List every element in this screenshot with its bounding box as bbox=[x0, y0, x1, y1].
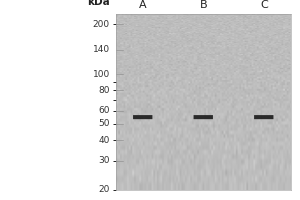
Text: 60: 60 bbox=[98, 106, 110, 115]
Text: 100: 100 bbox=[93, 70, 110, 79]
Text: 30: 30 bbox=[98, 156, 110, 165]
Text: 200: 200 bbox=[93, 20, 110, 29]
FancyBboxPatch shape bbox=[194, 115, 213, 119]
Text: 140: 140 bbox=[93, 45, 110, 54]
Text: C: C bbox=[260, 0, 268, 10]
Text: kDa: kDa bbox=[87, 0, 110, 7]
Text: 80: 80 bbox=[98, 86, 110, 95]
Text: 50: 50 bbox=[98, 119, 110, 128]
Text: 40: 40 bbox=[99, 136, 110, 145]
Text: 20: 20 bbox=[99, 186, 110, 194]
Text: A: A bbox=[139, 0, 146, 10]
FancyBboxPatch shape bbox=[133, 115, 152, 119]
Text: B: B bbox=[200, 0, 207, 10]
FancyBboxPatch shape bbox=[254, 115, 274, 119]
